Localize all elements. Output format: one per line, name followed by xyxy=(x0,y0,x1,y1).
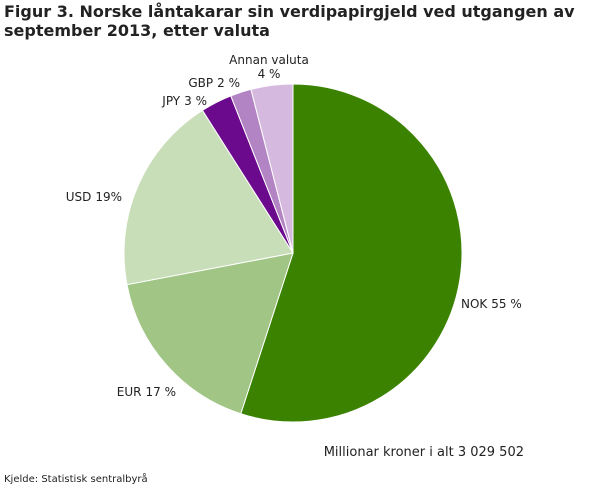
slice-label: EUR 17 % xyxy=(117,385,176,399)
slice-label: GBP 2 % xyxy=(188,76,240,90)
slice-value-label: 17 % xyxy=(146,385,177,399)
slice-category: Annan valuta xyxy=(229,53,309,67)
slice-value-label: 4 % xyxy=(258,67,281,81)
slice-label: USD 19% xyxy=(66,190,122,204)
slice-category: EUR xyxy=(117,385,142,399)
source: Kjelde: Statistisk sentralbyrå xyxy=(4,472,148,485)
slice-category: GBP xyxy=(188,76,213,90)
chart-title: Figur 3. Norske låntakarar sin verdipapi… xyxy=(4,2,575,40)
slice-value-label: 3 % xyxy=(184,94,207,108)
slice-category: JPY xyxy=(161,94,181,108)
slice-category: NOK xyxy=(461,297,488,311)
pie-slice xyxy=(123,109,294,286)
slice-value-label: 55 % xyxy=(491,297,522,311)
pie-slice xyxy=(250,83,294,254)
slice-label: JPY 3 % xyxy=(161,94,207,108)
slice-value-label: 2 % xyxy=(217,76,240,90)
pie-slice xyxy=(240,83,463,423)
slice-label: NOK 55 % xyxy=(461,297,522,311)
pie-slice xyxy=(126,252,294,415)
slice-value-label: 19% xyxy=(95,190,122,204)
annotation: Millionar kroner i alt 3 029 502 xyxy=(324,445,524,460)
slice-category: USD xyxy=(66,190,92,204)
slice-label: Annan valuta 4 % xyxy=(229,53,309,81)
